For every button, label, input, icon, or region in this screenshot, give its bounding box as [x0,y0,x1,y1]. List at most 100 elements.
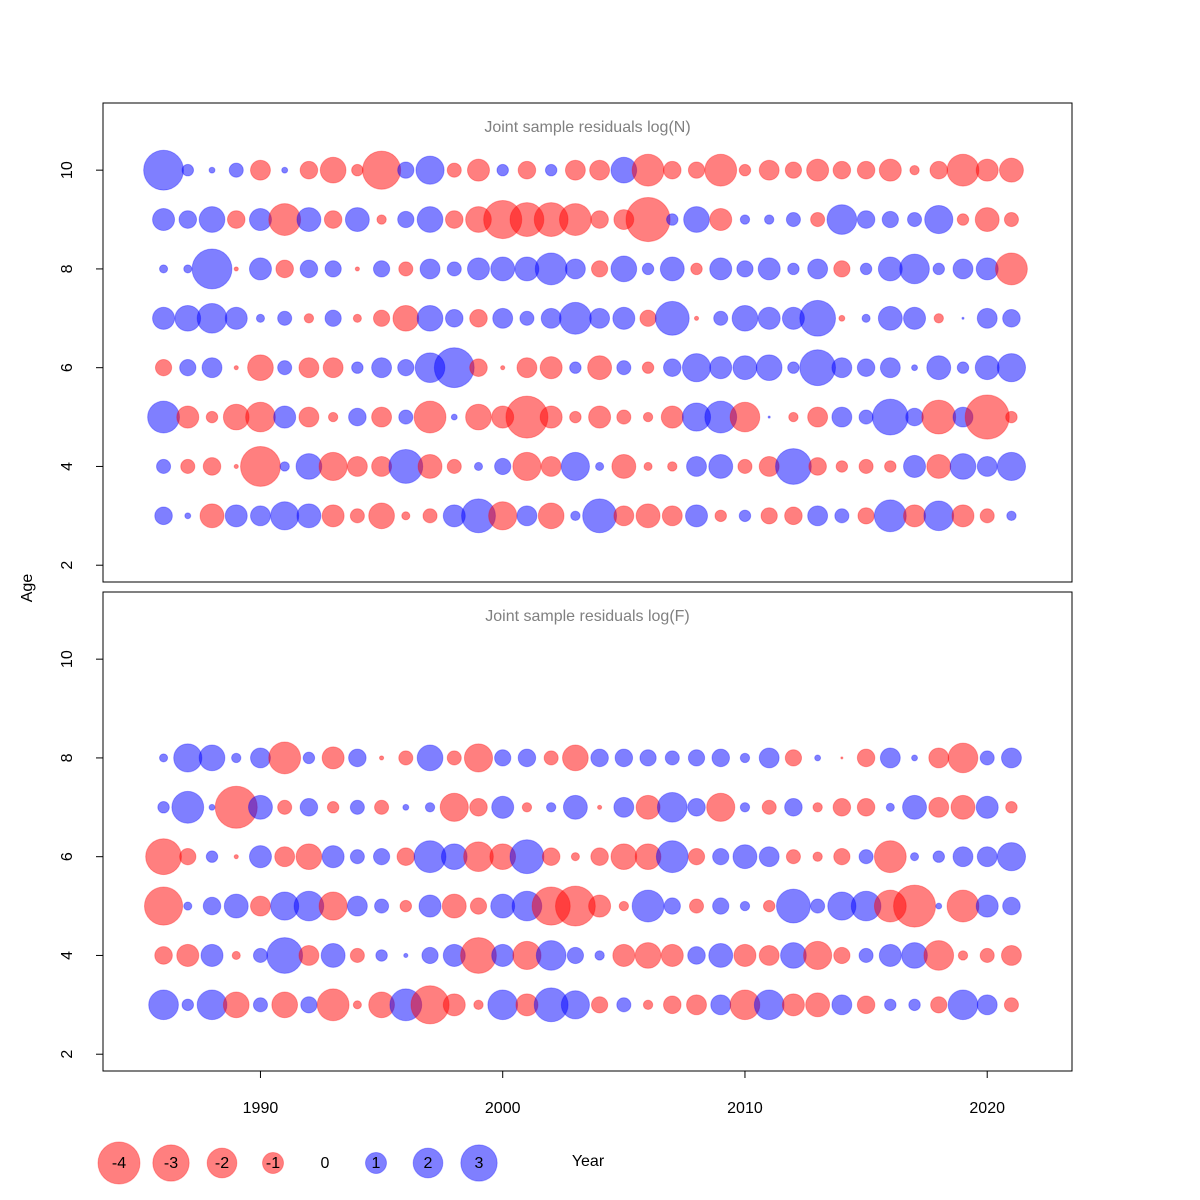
bubble [181,998,195,1012]
bubble [233,365,239,371]
bubble [799,299,837,337]
bubble [781,993,805,1017]
bubble [681,353,712,383]
bubble [397,359,415,377]
bubble [661,505,683,527]
bubble [641,361,655,374]
bubble [858,409,874,425]
bubble [975,795,999,819]
bubble [323,210,343,229]
bubble [664,750,680,766]
bubble [255,313,266,323]
panel-title: Joint sample residuals log(F) [485,608,690,625]
bubble [158,753,169,763]
bubble [397,210,415,229]
bubble [268,203,302,236]
bubble [198,206,226,233]
bubble [711,748,731,768]
bubble [660,943,684,967]
bubble [807,406,829,428]
bubble [761,799,777,815]
bubble [979,947,995,963]
bubble [422,508,438,524]
bubble [877,256,903,282]
bubble [905,407,924,427]
bubble [588,894,612,918]
bubble [611,453,637,479]
bubble [487,989,519,1021]
bubble [947,989,979,1021]
bubble [690,262,703,276]
bubble [444,210,464,229]
bubble [812,802,823,813]
bubble [252,947,269,963]
bubble [659,256,685,282]
bubble [616,409,632,425]
bubble [545,802,557,813]
bubble [398,409,414,425]
bubble [812,851,823,862]
bubble [378,755,385,761]
bubble [199,503,225,529]
bubble [157,801,170,814]
bubble [570,852,580,862]
bubble [831,994,853,1016]
bubble [248,257,272,281]
bubble [1005,801,1018,814]
bubble [590,210,609,229]
bubble [908,998,921,1012]
bubble [184,512,192,520]
bubble [469,358,488,377]
bubble [223,893,249,919]
bubble [785,211,801,228]
bubble [873,499,907,533]
bubble [299,160,319,180]
bubble [784,506,803,526]
bubble [814,754,822,762]
bubble [296,207,322,233]
bubble [899,253,930,285]
bubble [833,848,851,866]
bubble [858,947,874,963]
bubble [712,848,730,866]
bubble [171,790,205,824]
bubble [616,360,632,376]
bubble [540,455,562,477]
bubble [884,998,897,1012]
bubble [327,411,339,423]
bubble [540,307,562,329]
bubble [222,991,250,1019]
bubble [541,847,561,866]
bubble [494,457,512,476]
bubble [921,399,957,435]
bubble [757,306,781,330]
bubble [1002,896,1021,916]
bubble [762,899,776,913]
bubble [737,458,753,474]
y-tick-label: 10 [59,650,76,668]
legend-label: -4 [112,1155,126,1172]
bubble [613,505,635,527]
bubble [418,894,442,918]
bubble [582,498,618,534]
bubble [421,946,439,965]
bubble [903,504,927,528]
bubble [154,946,173,965]
bubble [739,802,751,813]
y-tick-label: 8 [59,264,76,273]
bubble [196,302,228,334]
bubble [351,361,364,374]
bubble [974,355,1000,381]
bubble [643,461,653,472]
y-tick-label: 10 [59,161,76,179]
bubble [739,900,751,912]
bubble [873,840,907,874]
bubble [517,748,537,768]
bubble [590,260,609,278]
bubble [686,994,707,1016]
bubble [979,750,995,766]
bubble [147,400,180,434]
bubble [964,394,1010,440]
bubble [348,748,367,768]
bubble [952,258,974,280]
